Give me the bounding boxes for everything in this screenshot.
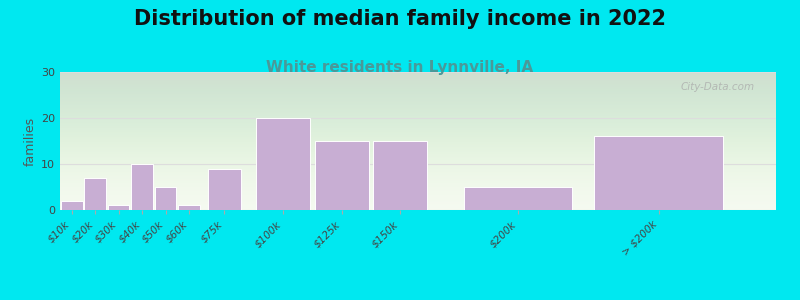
Text: White residents in Lynnville, IA: White residents in Lynnville, IA (266, 60, 534, 75)
Text: City-Data.com: City-Data.com (680, 82, 754, 92)
Y-axis label: families: families (24, 116, 37, 166)
Bar (374, 141, 427, 210)
Bar (208, 169, 241, 210)
Bar (594, 136, 723, 210)
Text: Distribution of median family income in 2022: Distribution of median family income in … (134, 9, 666, 29)
Bar (464, 187, 572, 210)
Bar (314, 141, 369, 210)
Bar (61, 201, 82, 210)
Bar (178, 206, 200, 210)
Bar (256, 118, 310, 210)
Bar (85, 178, 106, 210)
Bar (155, 187, 177, 210)
Bar (108, 206, 130, 210)
Bar (131, 164, 153, 210)
